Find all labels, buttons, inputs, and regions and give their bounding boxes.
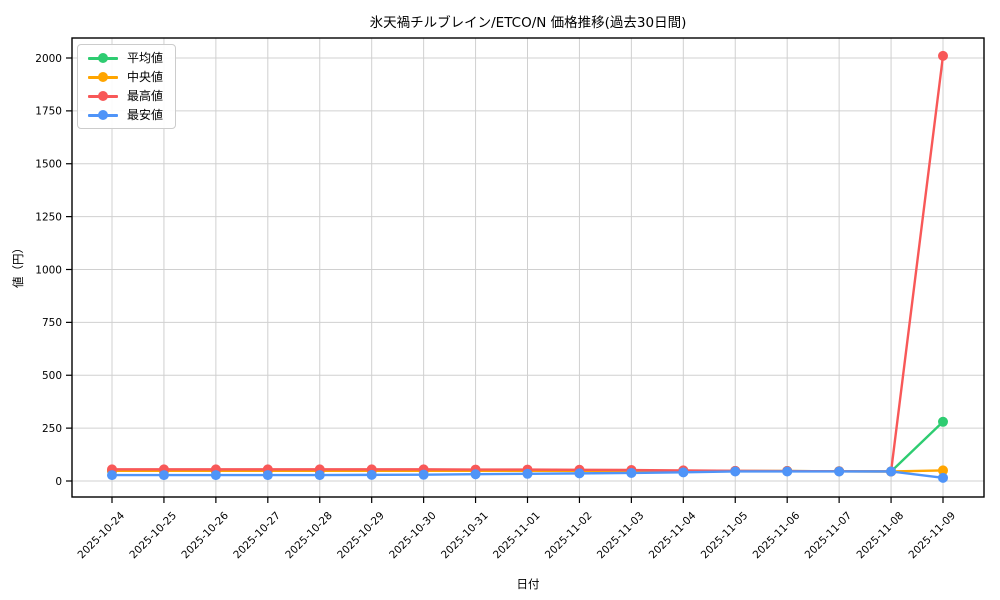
- x-tick-label: 2025-11-04: [647, 509, 699, 561]
- series-point-0: [938, 416, 948, 427]
- x-tick-label: 2025-10-26: [179, 509, 231, 561]
- x-tick-label: 2025-11-07: [803, 510, 855, 562]
- chart-legend: 平均値 中央値 最高値 最安値: [77, 44, 177, 129]
- x-tick-label: 2025-11-05: [699, 510, 751, 562]
- y-tick-label: 1250: [35, 211, 62, 223]
- series-point-3: [886, 466, 897, 477]
- series-point-3: [574, 468, 585, 479]
- x-tick-label: 2025-10-28: [283, 510, 335, 562]
- series-point-3: [470, 469, 481, 480]
- series-point-3: [782, 466, 793, 477]
- x-tick-label: 2025-10-31: [439, 510, 491, 562]
- y-tick-label: 2000: [35, 53, 62, 65]
- x-tick-label: 2025-10-27: [231, 510, 283, 562]
- x-tick-label: 2025-11-08: [855, 510, 907, 562]
- legend-item-max: 最高値: [88, 90, 163, 102]
- series-point-2: [938, 50, 948, 61]
- x-tick-label: 2025-11-03: [595, 510, 647, 562]
- x-axis-label: 日付: [516, 577, 540, 591]
- x-tick-label: 2025-11-02: [543, 510, 595, 562]
- series-point-3: [210, 470, 221, 481]
- y-tick-label: 1000: [35, 264, 62, 276]
- series-point-3: [107, 470, 117, 481]
- series-point-3: [938, 472, 948, 483]
- x-tick-label: 2025-11-06: [751, 509, 803, 561]
- series-point-3: [626, 467, 637, 478]
- y-tick-label: 0: [55, 476, 62, 488]
- min-line-marker-icon: [88, 113, 118, 117]
- chart-title: 氷天禍チルブレイン/ETCO/N 価格推移(過去30日間): [369, 15, 687, 31]
- y-tick-label: 750: [42, 317, 62, 329]
- series-point-3: [834, 466, 845, 477]
- series-point-3: [366, 469, 377, 480]
- legend-item-median: 中央値: [88, 71, 163, 83]
- series-point-3: [314, 470, 325, 481]
- series-point-3: [418, 469, 429, 480]
- x-tick-label: 2025-10-29: [335, 510, 387, 562]
- y-tick-label: 250: [42, 423, 62, 435]
- average-line-marker-icon: [88, 56, 118, 60]
- series-point-1: [938, 465, 948, 476]
- series-point-3: [522, 468, 533, 479]
- x-tick-label: 2025-10-30: [387, 510, 439, 562]
- legend-label: 中央値: [127, 70, 164, 84]
- legend-label: 最高値: [127, 89, 164, 103]
- series-point-3: [678, 467, 689, 478]
- y-tick-label: 1500: [35, 159, 62, 171]
- series-point-3: [158, 470, 169, 481]
- legend-label: 最安値: [127, 108, 164, 122]
- legend-item-min: 最安値: [88, 109, 163, 121]
- max-line-marker-icon: [88, 94, 118, 98]
- legend-item-average: 平均値: [88, 52, 163, 64]
- legend-label: 平均値: [127, 51, 164, 65]
- x-tick-label: 2025-11-01: [491, 510, 543, 562]
- series-point-3: [730, 466, 741, 477]
- median-line-marker-icon: [88, 75, 118, 79]
- y-tick-label: 1750: [35, 106, 62, 118]
- series-point-3: [262, 470, 273, 481]
- x-tick-label: 2025-10-25: [127, 510, 179, 562]
- y-tick-label: 500: [42, 370, 62, 382]
- x-tick-label: 2025-10-24: [75, 509, 127, 561]
- x-tick-label: 2025-11-09: [906, 510, 958, 562]
